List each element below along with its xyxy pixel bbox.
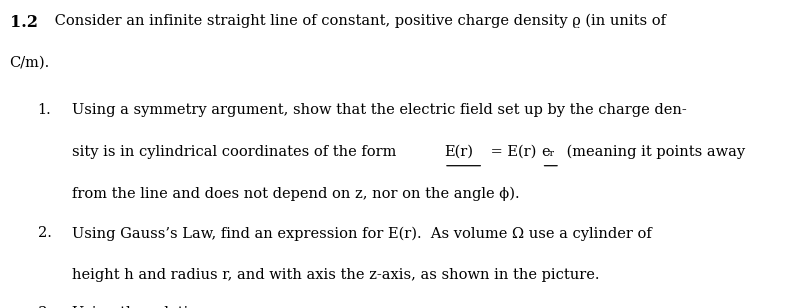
Text: E(r): E(r)	[444, 145, 473, 159]
Text: 1.: 1.	[38, 103, 51, 117]
Text: = E(r): = E(r)	[486, 145, 542, 159]
Text: 3.: 3.	[38, 306, 51, 308]
Text: 1.2: 1.2	[10, 14, 38, 31]
Text: (meaning it points away: (meaning it points away	[562, 145, 745, 159]
Text: C/m).: C/m).	[10, 55, 50, 69]
Text: from the line and does not depend on z, nor on the angle ϕ).: from the line and does not depend on z, …	[72, 186, 520, 201]
Text: Consider an infinite straight line of constant, positive charge density ϱ (in un: Consider an infinite straight line of co…	[50, 14, 666, 28]
Text: Using a symmetry argument, show that the electric field set up by the charge den: Using a symmetry argument, show that the…	[72, 103, 686, 117]
Text: Using Gauss’s Law, find an expression for E(r).  As volume Ω use a cylinder of: Using Gauss’s Law, find an expression fo…	[72, 226, 652, 241]
Text: sity is in cylindrical coordinates of the form: sity is in cylindrical coordinates of th…	[72, 145, 401, 159]
Text: eᵣ: eᵣ	[542, 145, 555, 159]
Text: Using the relation: Using the relation	[72, 306, 206, 308]
Text: height h and radius r, and with axis the z-axis, as shown in the picture.: height h and radius r, and with axis the…	[72, 268, 599, 282]
Text: 2.: 2.	[38, 226, 51, 240]
